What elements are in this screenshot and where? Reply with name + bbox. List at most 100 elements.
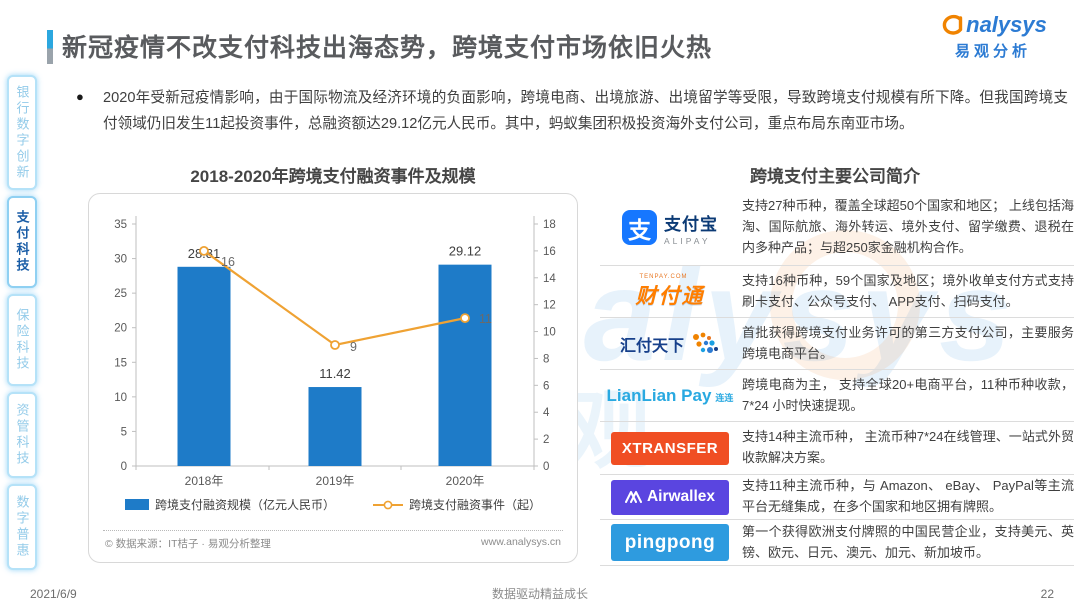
line-point-2020年 (460, 313, 470, 324)
line-value-label: 16 (221, 255, 235, 269)
lianlian-name: LianLian Pay (606, 385, 712, 405)
line-point-2019年 (330, 340, 340, 350)
source-url-link[interactable]: www.analysys.cn (481, 536, 561, 548)
alipay-logo: 支支付宝 ALIPAY (622, 210, 718, 246)
left-tick-label: 20 (114, 323, 127, 335)
left-tick-label: 30 (114, 254, 127, 266)
right-tick-label: 12 (543, 300, 556, 312)
company-logo-tenpay-icon: TENPAY.COM 财付通 (600, 274, 740, 310)
bullet-icon: ● (76, 89, 84, 104)
line-value-label: 9 (350, 340, 357, 354)
alipay-icon: 支 (622, 210, 657, 245)
brand-text: XTRANSFER (621, 439, 719, 457)
bar-2018年 (177, 266, 231, 466)
title-accent-bar (47, 30, 53, 64)
x-category-label: 2019年 (316, 474, 355, 488)
source-text: © 数据来源：IT桔子 · 易观分析整理 (105, 538, 271, 550)
right-tick-label: 8 (543, 353, 549, 365)
tenpay-badge: TENPAY.COM (639, 273, 688, 280)
legend-bar-label: 跨境支付融资规模（亿元人民币） (154, 498, 335, 512)
intro-paragraph: ● 2020年受新冠疫情影响，由于国际物流及经济环境的负面影响，跨境电商、出境旅… (76, 86, 1068, 138)
footer-slogan: 数据驱动精益成长 (491, 587, 588, 601)
company-row-xtransfer: XTRANSFER 支持14种主流币种， 主流币种7*24在线管理、一站式外贸收款… (600, 422, 1074, 475)
x-category-label: 2020年 (446, 474, 485, 488)
sidebar-item-5[interactable]: 数字普惠 (7, 484, 37, 570)
page-title: 新冠疫情不改支付科技出海态势，跨境支付市场依旧火热 (62, 34, 713, 62)
bar-value-label: 29.12 (449, 244, 482, 259)
company-desc: 第一个获得欧洲支付牌照的中国民营企业，支持美元、英镑、欧元、日元、澳元、加元、新… (742, 523, 1074, 560)
sidebar-item-2[interactable]: 支付科技 (7, 196, 37, 288)
company-desc: 首批获得跨境支付业务许可的第三方支付公司，主要服务跨境电商平台。 (742, 324, 1074, 361)
company-row-huifu: 汇付天下 首批获得跨境支付业务许可的第三方支付公司，主要服务跨境电商平台。 (600, 318, 1074, 370)
right-tick-label: 10 (543, 327, 556, 339)
line-value-label: 11 (479, 312, 492, 326)
pingpong-logo: pingpong (611, 524, 729, 561)
huifu-logo: 汇付天下 (620, 331, 720, 357)
left-tick-label: 35 (114, 219, 127, 231)
company-row-pingpong: pingpong 第一个获得欧洲支付牌照的中国民营企业，支持美元、英镑、欧元、日元… (600, 520, 1074, 566)
company-row-tenpay: TENPAY.COM 财付通 支持16种币种，59个国家及地区；境外收单支付方式支持… (600, 266, 1074, 318)
sidebar-item-3[interactable]: 保险科技 (7, 294, 37, 386)
combo-chart: 0 5 10 15 20 25 30 35 0 2 4 6 8 10 12 14 16 18 2018年 2019年 2… (114, 216, 556, 488)
right-tick-label: 2 (543, 434, 549, 446)
tenpay-name: 财付通 (635, 284, 705, 308)
brand-text: Airwallex (646, 488, 716, 505)
company-row-lianlian: LianLian Pay 连连 跨境电商为主， 支持全球20+电商平台，11种币种收… (600, 370, 1074, 422)
legend-line-label: 跨境支付融资事件（起） (409, 498, 542, 512)
line-swatch (373, 500, 403, 509)
bar-2019年 (308, 387, 362, 466)
intro-text: 2020年受新冠疫情影响，由于国际物流及经济环境的负面影响，跨境电商、出境旅游、… (103, 90, 1068, 132)
company-desc: 支持14种主流币种， 主流币种7*24在线管理、一站式外贸收款解决方案。 (742, 429, 1074, 465)
huifu-dots-icon (693, 332, 718, 353)
left-tick-label: 25 (114, 288, 127, 300)
line-point-2018年 (199, 245, 209, 256)
airwallex-mark-icon (624, 491, 642, 503)
alipay-name: 支付宝 (664, 214, 718, 234)
footer-date: 2021/6/9 (30, 586, 77, 601)
xtransfer-logo: XTRANSFER (611, 431, 729, 465)
company-logo-airwallex-icon: Airwallex (600, 479, 740, 515)
sidebar-item-4[interactable]: 资管科技 (7, 392, 37, 478)
company-row-alipay: 支支付宝 ALIPAY 支持27种币种，覆盖全球超50个国家和地区； 上线包括海淘、… (600, 190, 1074, 266)
right-tick-label: 14 (543, 273, 556, 285)
sidebar-item-1[interactable]: 银行数字创新 (7, 75, 37, 190)
brand-logo: nalysys 易观分析 (928, 12, 1058, 61)
legend-item-bar: 跨境支付融资规模（亿元人民币） (124, 496, 335, 513)
company-logo-lianlian-icon: LianLian Pay 连连 (600, 386, 740, 406)
right-tick-label: 6 (543, 380, 549, 392)
left-tick-label: 0 (121, 461, 127, 473)
company-desc: 跨境电商为主， 支持全球20+电商平台，11种币种收款，7*24 小时快速提现。 (742, 376, 1074, 413)
company-row-airwallex: Airwallex 支持11种主流币种，与 Amazon、 eBay、 PayPa… (600, 475, 1074, 520)
brand-cn-label: 易观分析 (954, 43, 1031, 60)
bar-swatch (124, 499, 149, 510)
companies-title: 跨境支付主要公司简介 (750, 167, 920, 186)
footer-page-number: 22 (1040, 586, 1054, 601)
company-logo-alipay-icon: 支支付宝 ALIPAY (600, 210, 740, 246)
bar-2020年 (438, 264, 492, 466)
company-desc: 支持11种主流币种，与 Amazon、 eBay、 PayPal等主流平台无缝集… (742, 478, 1074, 514)
bar-value-label: 11.42 (319, 366, 351, 381)
analysys-swirl-icon (942, 14, 963, 35)
airwallex-logo: Airwallex (611, 479, 729, 515)
alipay-badge: ALIPAY (664, 235, 711, 246)
lianlian-logo: LianLian Pay 连连 (607, 386, 734, 406)
source-divider (103, 530, 563, 531)
company-logo-huifu-icon: 汇付天下 (600, 331, 740, 357)
chart-title: 2018-2020年跨境支付融资事件及规模 (190, 167, 476, 186)
right-tick-label: 18 (543, 219, 556, 231)
right-tick-label: 4 (543, 407, 550, 419)
brand-text: pingpong (624, 531, 716, 553)
lianlian-badge: 连连 (715, 392, 734, 403)
chart-legend: 跨境支付融资规模（亿元人民币） 跨境支付融资事件（起） (89, 496, 577, 513)
left-tick-label: 5 (121, 426, 127, 438)
left-tick-label: 15 (114, 357, 127, 369)
right-tick-label: 0 (543, 461, 549, 473)
left-tick-label: 10 (114, 392, 127, 404)
company-desc: 支持16种币种，59个国家及地区；境外收单支付方式支持刷卡支付、公众号支付、 A… (742, 272, 1074, 309)
companies-table: 支支付宝 ALIPAY 支持27种币种，覆盖全球超50个国家和地区； 上线包括海淘、… (600, 190, 1074, 566)
trend-line (203, 249, 466, 347)
right-tick-label: 16 (543, 246, 556, 258)
chart-panel: 0 5 10 15 20 25 30 35 0 2 4 6 8 10 12 14 16 18 2018年 2019年 2… (88, 193, 578, 563)
company-logo-pingpong-icon: pingpong (600, 524, 740, 561)
